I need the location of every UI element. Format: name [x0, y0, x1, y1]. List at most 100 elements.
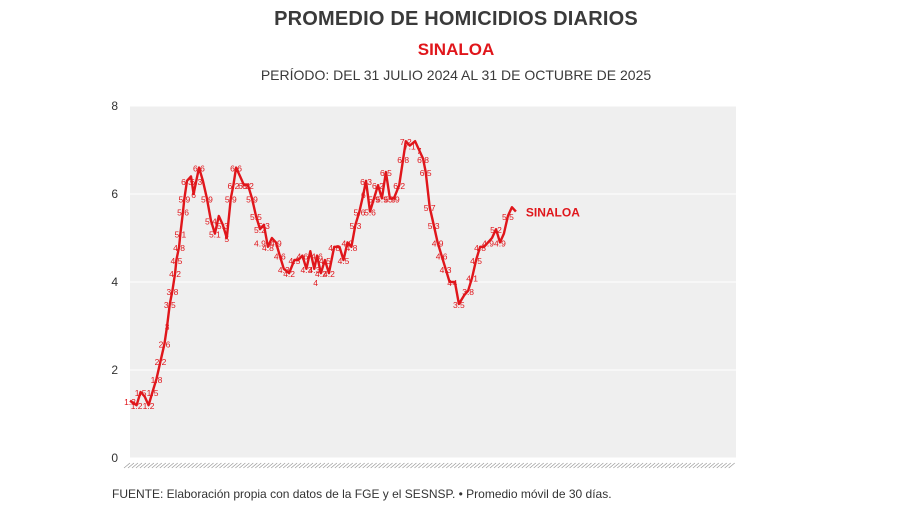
data-label: 6.2 — [238, 181, 250, 191]
series-line — [129, 140, 517, 407]
x-tick — [199, 462, 206, 469]
data-label: 6.6 — [230, 164, 242, 174]
x-tick — [374, 462, 381, 469]
data-label: 4.5 — [470, 256, 482, 266]
x-tick — [692, 462, 700, 469]
x-tick — [235, 462, 242, 469]
data-label: 4.9 — [254, 238, 266, 248]
x-tick — [183, 462, 190, 469]
data-label: 5.9 — [376, 194, 388, 204]
x-tick — [402, 462, 409, 469]
data-label: 6 — [361, 190, 366, 200]
x-tick — [191, 462, 198, 469]
x-tick — [354, 462, 361, 469]
x-tick — [525, 462, 533, 469]
y-tick-label: 2 — [111, 363, 118, 377]
data-label: 4.5 — [319, 256, 331, 266]
data-label: 4.9 — [342, 238, 354, 248]
data-label: 1.2 — [143, 401, 155, 411]
x-tick — [406, 462, 413, 469]
data-label: 6.2 — [393, 181, 405, 191]
data-label: 3.5 — [164, 300, 176, 310]
x-tick — [545, 462, 552, 469]
y-tick-label: 4 — [111, 275, 118, 289]
x-tick — [720, 462, 727, 469]
data-label: 4.6 — [311, 252, 323, 262]
data-label: 6.5 — [420, 168, 432, 178]
x-tick — [294, 462, 302, 469]
x-tick — [453, 462, 461, 469]
x-tick — [652, 462, 660, 469]
x-tick — [728, 462, 735, 469]
data-label: 6.6 — [193, 164, 205, 174]
x-tick — [414, 462, 421, 469]
x-tick — [326, 462, 334, 469]
x-tick — [147, 462, 155, 469]
data-label: 6.3 — [181, 177, 193, 187]
x-tick — [274, 462, 282, 469]
x-tick — [203, 462, 210, 469]
data-label: 3.8 — [462, 287, 474, 297]
x-tick — [513, 462, 521, 469]
data-label: 1.3 — [124, 397, 136, 407]
x-tick — [290, 462, 298, 469]
data-label: 4.9 — [432, 238, 444, 248]
data-label: 6.8 — [417, 155, 429, 165]
data-label: 5.6 — [353, 208, 365, 218]
x-tick — [696, 462, 704, 469]
data-label: 6.5 — [380, 168, 392, 178]
data-label: 5.9 — [388, 194, 400, 204]
x-tick — [266, 462, 274, 469]
data-label: 1.5 — [135, 388, 147, 398]
x-tick — [708, 462, 716, 469]
data-labels: 1.31.21.51.21.51.82.22.633.53.84.24.54.8… — [124, 137, 514, 411]
x-tick — [163, 462, 171, 469]
x-tick — [127, 462, 135, 469]
x-tick — [426, 462, 433, 469]
x-tick — [489, 462, 497, 469]
data-label: 5.1 — [209, 230, 221, 240]
x-tick — [461, 462, 469, 469]
x-tick — [306, 462, 314, 469]
x-tick — [581, 462, 588, 469]
data-label: 4.5 — [338, 256, 350, 266]
x-tick — [529, 462, 536, 469]
x-tick — [557, 462, 564, 469]
x-tick — [469, 462, 477, 469]
data-label: 4 — [453, 278, 458, 288]
data-label: 5.3 — [350, 221, 362, 231]
x-tick — [318, 462, 326, 469]
x-tick — [167, 462, 174, 469]
data-label: 5.3 — [217, 221, 229, 231]
data-label: 5.7 — [424, 203, 436, 213]
data-label: 4.8 — [474, 243, 486, 253]
x-tick — [636, 462, 644, 469]
x-tick — [644, 462, 652, 469]
x-tick — [215, 462, 222, 469]
x-tick — [231, 462, 238, 469]
x-tick — [278, 462, 286, 469]
data-label: 4.1 — [466, 274, 478, 284]
x-tick — [382, 462, 389, 469]
x-tick — [386, 462, 393, 469]
series-group: SINALOA — [129, 140, 580, 407]
x-tick — [497, 462, 505, 469]
x-tick — [533, 462, 540, 469]
data-label: 5.3 — [258, 221, 270, 231]
x-tick — [330, 462, 338, 469]
x-tick — [628, 462, 636, 469]
x-tick — [175, 462, 182, 469]
data-label: 5.2 — [490, 225, 502, 235]
data-label: 5.9 — [201, 194, 213, 204]
data-label: 6.8 — [397, 155, 409, 165]
x-tick — [473, 462, 481, 469]
data-label: 4.2 — [315, 269, 327, 279]
x-tick — [668, 462, 676, 469]
x-tick — [648, 462, 656, 469]
data-label: 5.9 — [178, 194, 190, 204]
data-label: 6.2 — [372, 181, 384, 191]
x-tick — [672, 462, 680, 469]
data-label: 6.2 — [228, 181, 240, 191]
x-tick — [609, 462, 616, 469]
x-tick — [207, 462, 214, 469]
